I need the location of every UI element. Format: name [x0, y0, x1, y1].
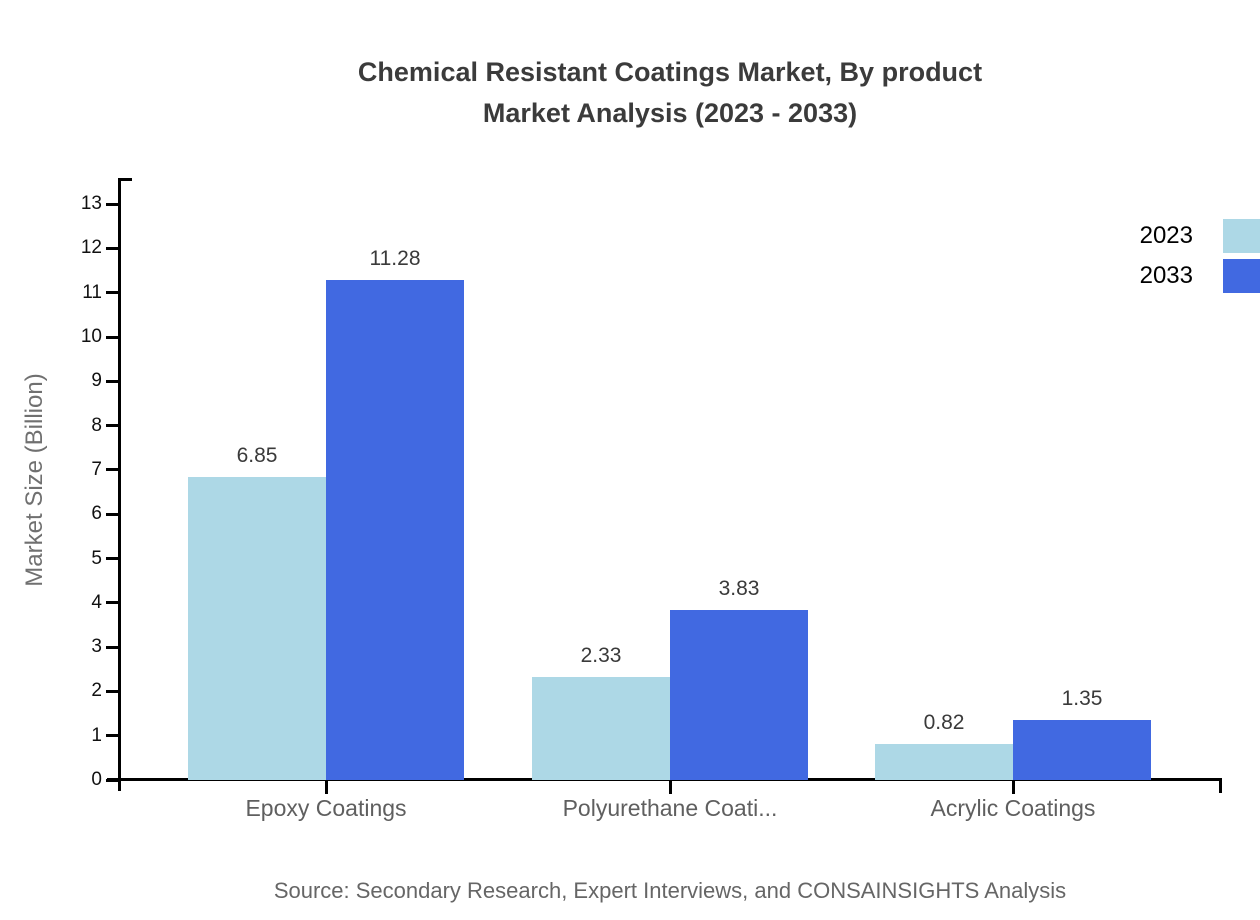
- y-tick-mark: [106, 689, 118, 693]
- y-tick-mark: [106, 379, 118, 383]
- bar-value-label: 0.82: [923, 710, 965, 734]
- bar-value-label: 2.33: [580, 643, 622, 667]
- y-tick-label: 6: [91, 503, 102, 525]
- legend-label: 2033: [1139, 262, 1193, 289]
- y-tick-mark: [106, 557, 118, 560]
- y-tick-mark: [106, 778, 118, 782]
- x-axis-end-cap: [1219, 778, 1222, 793]
- y-tick-label: 11: [82, 281, 102, 303]
- y-axis-end-cap: [118, 178, 132, 181]
- y-tick-mark: [106, 468, 118, 472]
- y-tick-mark: [106, 424, 118, 428]
- bar-value-label: 11.28: [369, 247, 421, 271]
- y-tick-label: 13: [80, 193, 102, 215]
- bar-value-label: 6.85: [236, 443, 278, 467]
- bar-2033: [670, 610, 808, 780]
- bar-2033: [1013, 720, 1151, 780]
- category-label: Epoxy Coatings: [245, 795, 407, 821]
- y-tick-label: 7: [91, 458, 102, 480]
- y-tick-mark: [106, 645, 118, 649]
- bar-2023: [188, 476, 326, 780]
- x-tick-mark: [1011, 781, 1015, 794]
- y-tick-label: 2: [91, 680, 102, 702]
- legend-swatch-icon: [1223, 219, 1260, 253]
- x-tick-mark: [668, 781, 672, 794]
- x-tick-mark: [324, 781, 328, 794]
- chart-title-line1: Chemical Resistant Coatings Market, By p…: [357, 57, 983, 87]
- bar-2033: [326, 280, 464, 780]
- source-note: Source: Secondary Research, Expert Inter…: [273, 878, 1067, 903]
- y-tick-label: 1: [91, 724, 102, 746]
- legend-item-2033: 2033: [1140, 259, 1260, 293]
- bar-value-label: 1.35: [1061, 687, 1103, 711]
- bar-2023: [875, 743, 1013, 780]
- legend: 2023 2033: [1140, 219, 1260, 299]
- y-tick-label: 4: [91, 591, 102, 613]
- y-tick-mark: [106, 291, 118, 295]
- chart-title-line2: Market Analysis (2023 - 2033): [482, 98, 858, 128]
- bar-2023: [532, 676, 670, 780]
- bar-value-label: 3.83: [718, 577, 760, 601]
- legend-swatch-icon: [1223, 259, 1260, 293]
- legend-label: 2023: [1139, 222, 1193, 249]
- y-tick-mark: [106, 601, 118, 605]
- y-axis-line: [118, 178, 121, 791]
- y-tick-mark: [106, 734, 118, 738]
- y-tick-mark: [106, 512, 118, 516]
- category-label: Acrylic Coatings: [930, 795, 1096, 821]
- y-tick-label: 12: [80, 237, 102, 259]
- y-tick-label: 10: [80, 326, 102, 347]
- y-tick-label: 9: [91, 370, 102, 392]
- y-tick-label: 0: [91, 769, 102, 790]
- y-tick-mark: [106, 335, 118, 339]
- y-tick-label: 3: [91, 636, 102, 658]
- y-tick-mark: [106, 202, 118, 206]
- category-label: Polyurethane Coati...: [562, 795, 778, 821]
- y-tick-label: 8: [91, 414, 102, 436]
- y-tick-label: 5: [91, 547, 102, 569]
- y-tick-mark: [106, 246, 118, 250]
- chart-title: Chemical Resistant Coatings Market, By p…: [80, 52, 1260, 134]
- legend-item-2023: 2023: [1140, 219, 1260, 253]
